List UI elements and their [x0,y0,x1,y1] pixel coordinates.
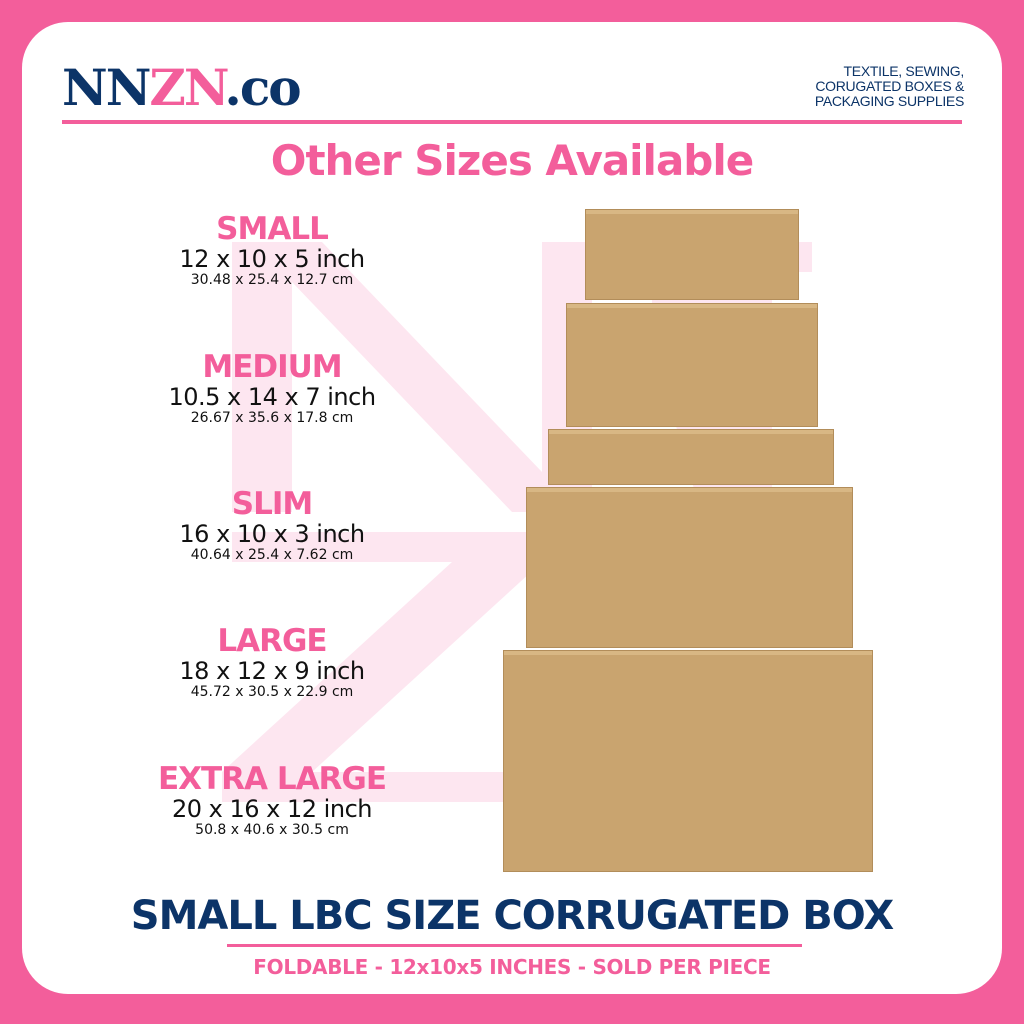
size-name: MEDIUM [202,349,342,385]
tagline-line: PACKAGING SUPPLIES [814,93,964,109]
watermark-n-shape [232,242,592,512]
size-inch: 16 x 10 x 3 inch [179,520,365,548]
size-inch: 18 x 12 x 9 inch [179,657,365,685]
box-extra-large-image [503,650,873,872]
tagline-line: CORUGATED BOXES & [815,78,964,94]
size-name: SLIM [231,486,313,522]
size-large: LARGE 18 x 12 x 9 inch 45.72 x 30.5 x 22… [122,624,422,701]
header-divider [62,120,962,124]
footer-divider [227,944,802,947]
size-inch: 12 x 10 x 5 inch [179,245,365,273]
brand-logo: NNZN.co [62,58,302,117]
product-card: NNZN.co TEXTILE, SEWING, CORUGATED BOXES… [22,22,1002,994]
page-title: Other Sizes Available [270,136,755,185]
tagline-line: TEXTILE, SEWING, [843,63,965,79]
brand-tagline: TEXTILE, SEWING, CORUGATED BOXES & PACKA… [815,64,964,109]
size-name: EXTRA LARGE [157,761,387,797]
size-cm: 26.67 x 35.6 x 17.8 cm [190,410,354,426]
size-extra-large: EXTRA LARGE 20 x 16 x 12 inch 50.8 x 40.… [122,762,422,839]
size-cm: 40.64 x 25.4 x 7.62 cm [190,547,354,563]
size-cm: 45.72 x 30.5 x 22.9 cm [190,684,354,700]
product-subtitle: FOLDABLE - 12x10x5 INCHES - SOLD PER PIE… [253,955,771,979]
size-slim: SLIM 16 x 10 x 3 inch 40.64 x 25.4 x 7.6… [122,487,422,564]
size-inch: 10.5 x 14 x 7 inch [168,383,376,411]
watermark-z-shape [222,532,552,802]
product-title: SMALL LBC SIZE CORRUGATED BOX [130,893,894,939]
size-cm: 30.48 x 25.4 x 12.7 cm [190,272,354,288]
box-small-image [585,209,799,300]
box-medium-image [566,303,818,427]
size-cm: 50.8 x 40.6 x 30.5 cm [195,822,349,838]
box-large-image [526,487,853,648]
box-slim-image [548,429,834,485]
size-inch: 20 x 16 x 12 inch [172,795,372,823]
size-name: SMALL [216,211,329,247]
size-small: SMALL 12 x 10 x 5 inch 30.48 x 25.4 x 12… [122,212,422,289]
size-name: LARGE [217,623,327,659]
size-medium: MEDIUM 10.5 x 14 x 7 inch 26.67 x 35.6 x… [122,350,422,427]
